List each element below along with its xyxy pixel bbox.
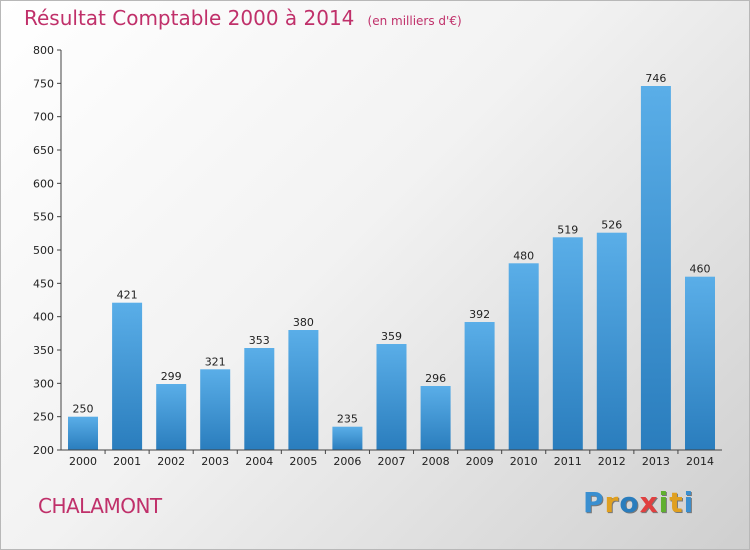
commune-name: CHALAMONT — [38, 494, 162, 518]
y-tick-label-750: 750 — [33, 77, 54, 90]
bar-2005 — [288, 330, 319, 450]
bar-2000 — [68, 416, 98, 450]
proxiti-logo[interactable]: Proxiti — [583, 486, 694, 519]
data-label-2000: 250 — [73, 403, 94, 416]
chart-title: Résultat Comptable 2000 à 2014 — [24, 6, 355, 30]
data-label-2008: 296 — [425, 372, 446, 385]
logo-letter: r — [604, 486, 620, 519]
bar-2003 — [200, 369, 231, 450]
logo-letter: t — [669, 486, 684, 519]
x-tick-label-2014: 2014 — [686, 455, 714, 468]
chart-subtitle: (en milliers d'€) — [367, 14, 462, 28]
logo-letter: P — [583, 486, 605, 519]
x-tick-label-2002: 2002 — [157, 455, 185, 468]
y-tick-label-600: 600 — [33, 177, 54, 190]
axes-group: 2000 2001 2002 2003 2004 2005 2006 2007 2008 2009… — [33, 44, 722, 468]
data-label-2003: 321 — [205, 355, 226, 368]
y-tick-label-250: 250 — [33, 411, 54, 424]
data-label-2002: 299 — [161, 370, 182, 383]
y-tick-label-200: 200 — [33, 444, 54, 457]
y-tick-label-700: 700 — [33, 111, 54, 124]
data-label-2010: 480 — [513, 249, 534, 262]
x-tick-label-2011: 2011 — [554, 455, 582, 468]
logo-letter: i — [658, 486, 670, 519]
y-tick-label-350: 350 — [33, 344, 54, 357]
x-tick-label-2000: 2000 — [69, 455, 97, 468]
bar-2007 — [376, 344, 407, 450]
bar-2012 — [596, 232, 627, 450]
x-tick-label-2009: 2009 — [466, 455, 494, 468]
x-tick-label-2007: 2007 — [378, 455, 406, 468]
x-tick-label-2001: 2001 — [113, 455, 141, 468]
bar-2013 — [640, 86, 671, 450]
y-tick-label-650: 650 — [33, 144, 54, 157]
y-tick-label-550: 550 — [33, 211, 54, 224]
logo-letter: o — [619, 486, 640, 519]
logo-letter: i — [683, 486, 695, 519]
y-tick-label-800: 800 — [33, 44, 54, 57]
x-tick-label-2004: 2004 — [245, 455, 273, 468]
y-tick-label-400: 400 — [33, 311, 54, 324]
bar-2014 — [685, 276, 715, 450]
x-tick-label-2012: 2012 — [598, 455, 626, 468]
data-label-2001: 421 — [117, 289, 138, 302]
x-tick-label-2008: 2008 — [422, 455, 450, 468]
bars-group: 250 421 299 321 353 380 235 359 296 392 480 519 526 7… — [68, 72, 715, 450]
data-label-2013: 746 — [645, 72, 666, 85]
y-tick-label-450: 450 — [33, 277, 54, 290]
data-label-2007: 359 — [381, 330, 402, 343]
x-tick-label-2005: 2005 — [289, 455, 317, 468]
x-tick-label-2010: 2010 — [510, 455, 538, 468]
x-tick-label-2003: 2003 — [201, 455, 229, 468]
bar-2006 — [332, 426, 363, 450]
bar-2008 — [420, 386, 451, 450]
y-tick-label-300: 300 — [33, 377, 54, 390]
data-label-2011: 519 — [557, 223, 578, 236]
data-label-2005: 380 — [293, 316, 314, 329]
data-label-2004: 353 — [249, 334, 270, 347]
y-tick-label-500: 500 — [33, 244, 54, 257]
logo-letter: x — [639, 486, 659, 519]
data-label-2006: 235 — [337, 413, 358, 426]
data-label-2009: 392 — [469, 308, 490, 321]
x-tick-label-2006: 2006 — [333, 455, 361, 468]
bar-2010 — [508, 263, 539, 450]
data-label-2012: 526 — [601, 219, 622, 232]
x-tick-label-2013: 2013 — [642, 455, 670, 468]
bar-2002 — [156, 384, 187, 450]
bar-2009 — [464, 322, 495, 450]
title-row: Résultat Comptable 2000 à 2014 (en milli… — [24, 6, 462, 30]
bar-2001 — [112, 302, 143, 450]
data-label-2014: 460 — [690, 263, 711, 276]
bar-2011 — [552, 237, 583, 450]
bar-2004 — [244, 348, 275, 450]
